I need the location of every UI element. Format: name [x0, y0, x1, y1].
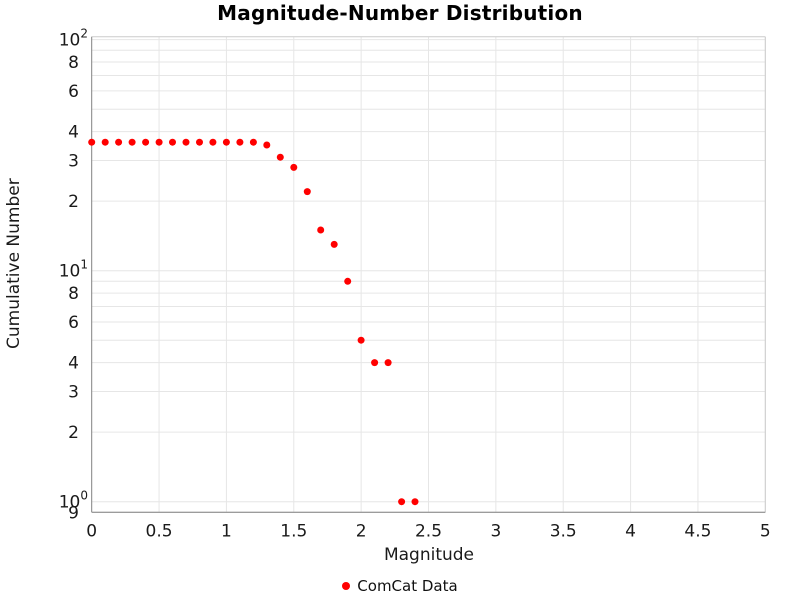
y-gridlines — [91, 39, 766, 513]
x-tick-label: 1.5 — [280, 521, 307, 541]
y-minor-tick-label: 4 — [68, 123, 79, 143]
y-minor-tick-label: 6 — [68, 313, 79, 333]
data-point — [371, 359, 379, 367]
x-tick-label: 3.5 — [550, 521, 577, 541]
data-point — [330, 240, 338, 248]
data-point — [290, 163, 298, 171]
y-minor-tick-label: 4 — [68, 354, 79, 374]
x-tick-label: 4.5 — [684, 521, 711, 541]
data-point — [142, 138, 150, 146]
legend-series-label: ComCat Data — [357, 577, 458, 595]
y-minor-tick-label: 2 — [68, 423, 79, 443]
legend-marker-icon — [342, 582, 351, 590]
y-minor-tick-label: 2 — [68, 192, 79, 212]
x-gridlines — [158, 36, 766, 513]
y-minor-tick-label: 9 — [68, 503, 79, 523]
scatter-series — [88, 138, 419, 506]
data-point — [222, 138, 230, 146]
data-point — [169, 138, 176, 146]
data-point — [88, 138, 96, 146]
data-point — [115, 138, 123, 146]
data-point — [263, 141, 271, 149]
data-point — [384, 359, 392, 367]
data-point — [209, 138, 217, 146]
y-minor-tick-label: 3 — [68, 151, 79, 171]
x-tick-label: 1 — [221, 521, 232, 541]
data-point — [357, 336, 365, 344]
y-minor-tick-label: 8 — [68, 53, 79, 73]
data-point — [398, 498, 406, 506]
y-axis-title: Cumulative Number — [4, 178, 24, 349]
x-tick-label: 2.5 — [415, 521, 442, 541]
data-point — [344, 277, 352, 285]
y-minor-tick-label: 8 — [68, 284, 79, 304]
y-major-tick-label: 102 — [59, 27, 88, 51]
x-tick-labels: 0 0.5 1 1.5 2 2.5 3 3.5 4 4.5 5 — [86, 521, 770, 541]
data-point — [182, 138, 190, 146]
y-minor-tick-label: 3 — [68, 382, 79, 402]
x-axis-title: Magnitude — [383, 545, 475, 565]
y-major-tick-label: 100 — [59, 489, 88, 513]
data-point — [276, 153, 284, 161]
data-point — [303, 188, 311, 196]
legend: ComCat Data — [0, 576, 800, 596]
data-point — [101, 138, 109, 146]
x-tick-label: 2 — [356, 521, 367, 541]
y-minor-tick-label: 6 — [68, 82, 79, 102]
data-point — [411, 498, 419, 506]
x-tick-label: 0.5 — [146, 521, 173, 541]
x-tick-label: 5 — [760, 521, 771, 541]
data-point — [128, 138, 136, 146]
x-tick-label: 4 — [625, 521, 636, 541]
chart-title: Magnitude-Number Distribution — [217, 1, 583, 25]
data-point — [249, 138, 257, 146]
data-point — [317, 226, 325, 234]
data-point — [196, 138, 203, 146]
y-tick-labels: 102 101 100 8 6 4 3 2 8 6 4 3 2 9 — [59, 27, 88, 524]
data-point — [155, 138, 163, 146]
x-tick-label: 0 — [86, 521, 97, 541]
y-major-tick-label: 101 — [59, 258, 88, 282]
data-point — [236, 138, 244, 146]
x-tick-label: 3 — [490, 521, 501, 541]
